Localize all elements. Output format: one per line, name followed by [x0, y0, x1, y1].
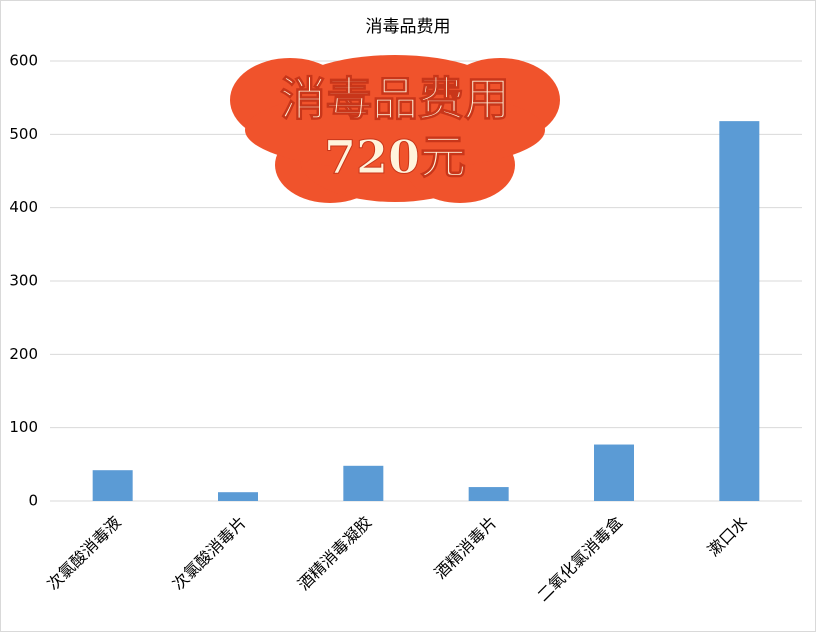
bar — [468, 487, 509, 501]
bar — [218, 492, 258, 501]
y-tick-label: 200 — [9, 345, 38, 363]
bar — [719, 121, 760, 501]
annotation-line: 720元 — [324, 130, 466, 184]
y-tick-label: 300 — [9, 272, 38, 290]
y-tick-label: 100 — [9, 418, 38, 436]
bar — [343, 465, 384, 501]
bar — [92, 470, 133, 501]
annotation-badge: 消毒品费用 720元 — [230, 55, 560, 203]
annotation-line: 消毒品费用 — [280, 72, 510, 126]
y-tick-label: 600 — [9, 52, 38, 70]
y-tick-label: 500 — [9, 125, 38, 143]
y-tick-label: 400 — [9, 198, 38, 216]
bar — [594, 444, 634, 501]
chart-title: 消毒品费用 — [366, 17, 451, 37]
badge-cloud — [230, 55, 560, 203]
y-tick-label: 0 — [28, 492, 38, 510]
